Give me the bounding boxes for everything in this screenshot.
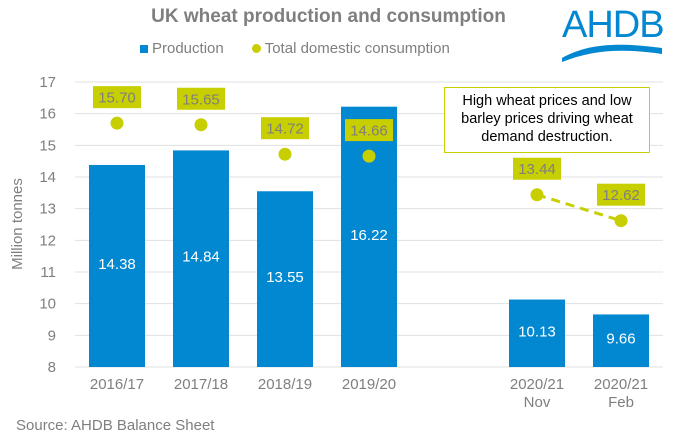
production-bar [89,164,145,367]
x-tick-label: 2019/20 [342,376,396,393]
point-label-background [261,117,309,140]
logo-text: AHDB [562,4,665,46]
legend: Production Total domestic consumption [140,40,450,57]
legend-item-consumption: Total domestic consumption [251,40,450,57]
point-value-label: 14.72 [266,121,304,138]
point-label-background [93,86,141,109]
consumption-point [530,188,544,202]
point-value-label: 15.70 [98,90,136,107]
x-axis-ticks: 2016/17 2017/18 2018/19 2019/20 2020/21Nov20… [90,376,648,411]
chart-title: UK wheat production and consumption [151,6,506,27]
annotation-line: High wheat prices and low [462,93,632,109]
point-value-label: 12.62 [602,187,640,204]
legend-label-consumption: Total domestic consumption [264,40,450,57]
point-label-background [345,119,393,142]
x-tick-label: 2020/21 [510,376,564,393]
y-tick-label: 14 [39,169,56,186]
annotation-box: High wheat prices and low barley prices … [444,87,650,153]
production-bar [173,150,229,367]
point-value-label: 13.44 [518,161,556,178]
point-value-label: 15.65 [182,91,220,108]
y-tick-label: 9 [48,327,56,344]
source-note: Source: AHDB Balance Sheet [16,417,215,434]
y-tick-label: 8 [48,359,56,376]
annotation-line: demand destruction. [481,129,613,145]
legend-item-production: Production [140,40,224,57]
production-bar [257,191,313,367]
consumption-point [194,118,208,132]
bar-value-label: 10.13 [518,323,556,340]
y-axis-ticks: 8 9 10 11 12 13 14 15 16 17 [39,74,56,376]
bar-value-label: 16.22 [350,227,388,244]
consumption-point [614,214,628,228]
y-tick-label: 12 [39,232,56,249]
point-label-background [597,183,645,206]
x-tick-label: Feb [608,394,634,411]
point-value-label: 14.66 [350,123,388,140]
production-bar [509,299,565,367]
x-tick-label: Nov [524,394,551,411]
annotation-line: barley prices driving wheat [461,111,633,127]
y-tick-label: 17 [39,74,56,91]
bar-value-label: 14.84 [182,249,220,266]
point-label-background [177,87,225,110]
bar-value-label: 14.38 [98,256,136,273]
legend-label-production: Production [152,40,224,57]
legend-swatch-consumption [251,44,261,53]
production-bars: 14.38 14.84 13.55 16.22 10.13 9.66 [89,106,649,367]
point-label-background [513,157,561,180]
y-axis-label: Million tonnes [9,178,26,270]
y-tick-label: 11 [40,264,56,281]
y-tick-label: 10 [39,296,56,313]
x-tick-label: 2017/18 [174,376,228,393]
ahdb-logo: AHDB [562,4,665,66]
consumption-point [278,147,292,161]
y-tick-label: 16 [39,106,56,123]
consumption-point [110,116,124,130]
logo-wave-icon [562,44,662,62]
x-tick-label: 2020/21 [594,376,648,393]
y-tick-label: 15 [39,137,56,154]
consumption-points: 15.70 15.65 14.72 14.66 13.44 12.62 [93,86,645,228]
bar-value-label: 9.66 [606,331,635,348]
production-bar [593,314,649,367]
bar-value-label: 13.55 [266,269,304,286]
y-tick-label: 13 [39,201,56,218]
x-tick-label: 2016/17 [90,376,144,393]
x-tick-label: 2018/19 [258,376,312,393]
consumption-point [362,149,376,163]
legend-swatch-production [140,44,148,53]
